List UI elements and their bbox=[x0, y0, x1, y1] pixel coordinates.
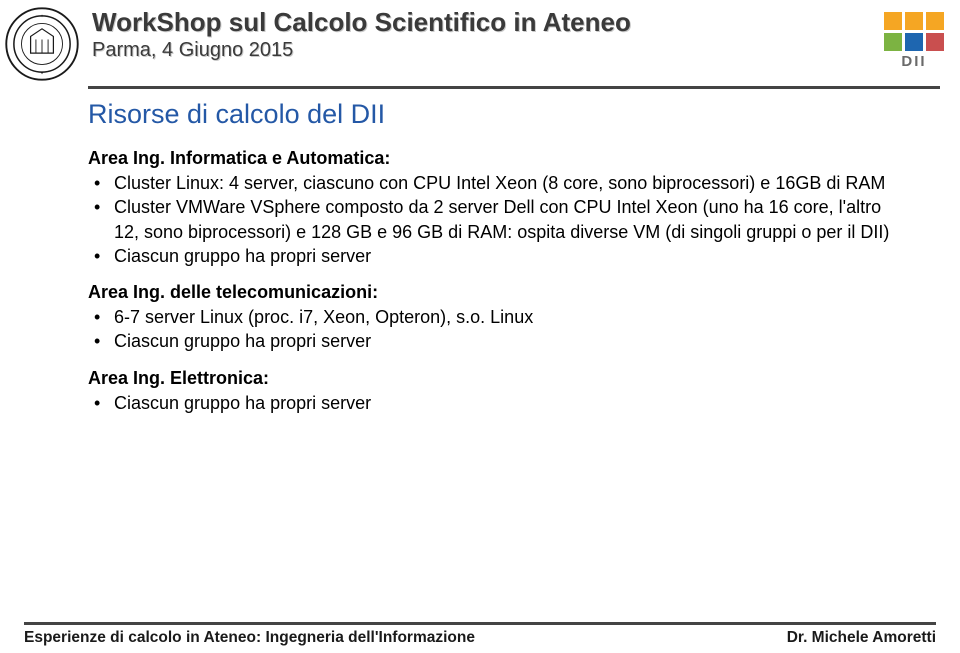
logo-square bbox=[884, 33, 902, 51]
logo-square bbox=[926, 12, 944, 30]
dii-logo-grid bbox=[884, 12, 944, 51]
dii-logo-label: DII bbox=[878, 53, 950, 70]
list-item: Ciascun gruppo ha propri server bbox=[114, 391, 900, 415]
university-seal-icon: ✦ ✦ bbox=[4, 6, 80, 82]
logo-square bbox=[884, 12, 902, 30]
logo-square bbox=[926, 33, 944, 51]
slide-header: ✦ ✦ WorkShop sul Calcolo Scientifico in … bbox=[0, 0, 960, 82]
area-list: Ciascun gruppo ha propri server bbox=[88, 391, 900, 415]
slide-content: Risorse di calcolo del DII Area Ing. Inf… bbox=[0, 89, 960, 415]
section-title: Risorse di calcolo del DII bbox=[88, 99, 900, 130]
svg-text:✦: ✦ bbox=[40, 13, 44, 18]
list-item: Cluster VMWare VSphere composto da 2 ser… bbox=[114, 195, 900, 244]
area-title: Area Ing. delle telecomunicazioni: bbox=[88, 282, 900, 303]
logo-square bbox=[905, 12, 923, 30]
area-list: Cluster Linux: 4 server, ciascuno con CP… bbox=[88, 171, 900, 268]
header-subtitle: Parma, 4 Giugno 2015 bbox=[92, 39, 878, 62]
logo-square bbox=[905, 33, 923, 51]
footer-row: Esperienze di calcolo in Ateneo: Ingegne… bbox=[24, 629, 936, 647]
list-item: Cluster Linux: 4 server, ciascuno con CP… bbox=[114, 171, 900, 195]
header-text-block: WorkShop sul Calcolo Scientifico in Aten… bbox=[80, 6, 878, 62]
list-item: Ciascun gruppo ha propri server bbox=[114, 244, 900, 268]
header-title: WorkShop sul Calcolo Scientifico in Aten… bbox=[92, 8, 878, 37]
area-block: Area Ing. Informatica e Automatica: Clus… bbox=[88, 148, 900, 268]
area-list: 6-7 server Linux (proc. i7, Xeon, Optero… bbox=[88, 305, 900, 354]
area-title: Area Ing. Elettronica: bbox=[88, 368, 900, 389]
list-item: Ciascun gruppo ha propri server bbox=[114, 329, 900, 353]
svg-text:✦: ✦ bbox=[40, 70, 44, 75]
footer-divider bbox=[24, 622, 936, 625]
area-title: Area Ing. Informatica e Automatica: bbox=[88, 148, 900, 169]
area-block: Area Ing. delle telecomunicazioni: 6-7 s… bbox=[88, 282, 900, 354]
dii-logo: DII bbox=[878, 6, 950, 70]
area-block: Area Ing. Elettronica: Ciascun gruppo ha… bbox=[88, 368, 900, 415]
slide-footer: Esperienze di calcolo in Ateneo: Ingegne… bbox=[0, 622, 960, 653]
list-item: 6-7 server Linux (proc. i7, Xeon, Optero… bbox=[114, 305, 900, 329]
footer-left: Esperienze di calcolo in Ateneo: Ingegne… bbox=[24, 629, 475, 647]
footer-right: Dr. Michele Amoretti bbox=[787, 629, 936, 647]
